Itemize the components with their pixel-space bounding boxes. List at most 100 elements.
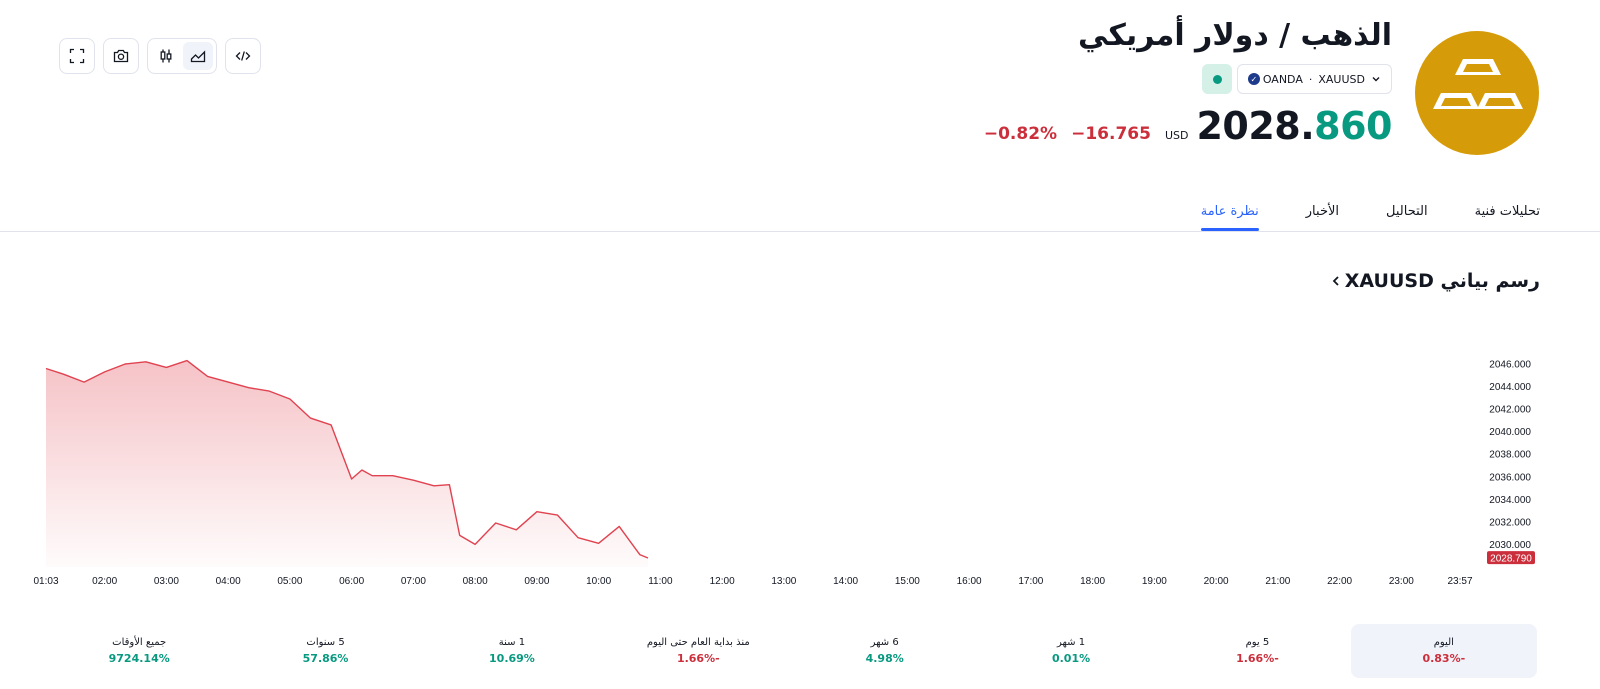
separator-dot: · [1308, 72, 1313, 86]
x-tick-label: 11:00 [648, 576, 673, 587]
last-price-badge [1487, 551, 1535, 565]
period-7[interactable]: جميع الأوقات 9724.14% [46, 624, 232, 678]
status-dot-icon [1212, 74, 1222, 84]
x-tick-label: 21:00 [1265, 576, 1290, 587]
change-percent: −0.82% [983, 124, 1058, 144]
performance-periods: اليوم 0.83%- 5 يوم 1.66%- 1 شهر 0.01% 6 شهر 4.9… [46, 624, 1537, 678]
x-tick-label: 01:03 [33, 576, 58, 587]
period-value: 4.98% [865, 652, 904, 665]
camera-icon [113, 49, 129, 63]
chart-section-title[interactable]: رسم بياني XAUUSD [1331, 270, 1540, 292]
period-label: 5 سنوات [306, 637, 345, 648]
exchange-label: ✓ OANDA [1247, 72, 1303, 86]
tab-news[interactable]: الأخبار [1305, 204, 1340, 219]
period-label: جميع الأوقات [112, 637, 167, 648]
period-2[interactable]: 1 شهر 0.01% [978, 624, 1164, 678]
x-tick-label: 23:00 [1389, 576, 1414, 587]
price-chart[interactable]: 01:03 02:00 03:00 04:00 05:00 06:00 07:00 08:00… [0, 355, 1600, 605]
period-0[interactable]: اليوم 0.83%- [1350, 624, 1537, 678]
period-value: 57.86% [302, 652, 349, 665]
gold-logo [1415, 31, 1539, 155]
x-tick-label: 08:00 [463, 576, 488, 587]
candles-button[interactable] [151, 42, 181, 70]
price-currency: USD [1164, 129, 1189, 142]
chart-style-switch [147, 38, 217, 74]
period-3[interactable]: 6 شهر 4.98% [792, 624, 978, 678]
fullscreen-button[interactable] [59, 38, 95, 74]
y-tick-label: 2034.000 [1489, 495, 1531, 506]
x-tick-label: 22:00 [1327, 576, 1352, 587]
period-value: 9724.14% [108, 652, 170, 665]
period-label: 1 شهر [1057, 637, 1086, 648]
x-tick-label: 07:00 [401, 576, 426, 587]
x-tick-label: 09:00 [524, 576, 549, 587]
period-4[interactable]: منذ بداية العام حتى اليوم 1.66%- [605, 624, 791, 678]
x-tick-label: 05:00 [277, 576, 302, 587]
last-price-label: 2028.790 [1490, 554, 1532, 565]
market-status-badge[interactable] [1202, 64, 1232, 94]
page-title: الذهب / دولار أمريكي [1078, 18, 1392, 53]
symbol-selector[interactable]: ✓ OANDA · XAUUSD [1236, 64, 1392, 94]
x-tick-label: 10:00 [586, 576, 611, 587]
symbol-name: XAUUSD [1318, 72, 1365, 86]
x-tick-label: 12:00 [710, 576, 735, 587]
embed-button[interactable] [225, 38, 261, 74]
x-tick-label: 20:00 [1204, 576, 1229, 587]
y-tick-label: 2036.000 [1489, 472, 1531, 483]
x-tick-label: 03:00 [154, 576, 179, 587]
tab-overview[interactable]: نظرة عامة [1200, 204, 1259, 231]
change-absolute: −16.765 [1071, 124, 1151, 144]
period-value: 10.69% [489, 652, 535, 665]
y-tick-label: 2030.000 [1489, 540, 1531, 551]
x-tick-label: 18:00 [1080, 576, 1105, 587]
y-tick-label: 2038.000 [1489, 450, 1531, 461]
x-tick-label: 17:00 [1018, 576, 1043, 587]
section-title-text: رسم بياني XAUUSD [1344, 270, 1540, 292]
period-1[interactable]: 5 يوم 1.66%- [1164, 624, 1350, 678]
area-chart-icon [190, 50, 206, 63]
screenshot-button[interactable] [103, 38, 139, 74]
chevron-down-icon [1372, 77, 1380, 82]
y-tick-label: 2046.000 [1489, 360, 1531, 371]
tab-divider [0, 231, 1600, 232]
code-icon [235, 51, 251, 61]
x-tick-label: 13:00 [771, 576, 796, 587]
period-value: 1.66%- [1236, 652, 1279, 665]
price-area [46, 360, 648, 567]
x-tick-label: 02:00 [92, 576, 117, 587]
x-tick-label: 19:00 [1142, 576, 1167, 587]
exchange-name: OANDA [1262, 72, 1303, 86]
fullscreen-icon [69, 48, 85, 64]
x-tick-label: 23:57 [1447, 576, 1472, 587]
x-tick-label: 15:00 [895, 576, 920, 587]
period-6[interactable]: 5 سنوات 57.86% [232, 624, 418, 678]
tab-bar: نظرة عامة الأخبار التحاليل تحليلات فنية [1200, 204, 1540, 231]
x-tick-label: 04:00 [216, 576, 241, 587]
tab-technicals[interactable]: تحليلات فنية [1474, 204, 1540, 219]
y-tick-label: 2032.000 [1489, 517, 1531, 528]
period-value: 0.01% [1051, 652, 1091, 665]
tab-ideas[interactable]: التحاليل [1386, 204, 1428, 219]
x-tick-label: 16:00 [957, 576, 982, 587]
y-tick-label: 2042.000 [1489, 405, 1531, 416]
price-integer: 2028. [1196, 104, 1315, 148]
period-label: 6 شهر [870, 637, 899, 648]
period-value: 0.83%- [1422, 652, 1466, 665]
period-value: 1.66%- [676, 652, 720, 665]
y-tick-label: 2040.000 [1489, 427, 1531, 438]
price-row: −0.82% −16.765 USD 2028.860 [983, 104, 1393, 148]
period-5[interactable]: 1 سنة 10.69% [419, 624, 605, 678]
exchange-logo-icon: ✓ [1247, 73, 1260, 85]
gold-bars-icon [1433, 59, 1523, 109]
chevron-left-icon [1332, 276, 1339, 286]
period-label: منذ بداية العام حتى اليوم [646, 637, 750, 648]
last-price: 2028.860 [1196, 104, 1392, 148]
x-tick-label: 06:00 [339, 576, 364, 587]
period-label: 5 يوم [1245, 637, 1270, 648]
candlestick-icon [160, 49, 172, 63]
area-button[interactable] [183, 42, 213, 70]
period-label: اليوم [1433, 637, 1454, 648]
price-line [45, 359, 649, 559]
price-fraction: 860 [1314, 104, 1392, 148]
period-label: 1 سنة [498, 637, 526, 648]
